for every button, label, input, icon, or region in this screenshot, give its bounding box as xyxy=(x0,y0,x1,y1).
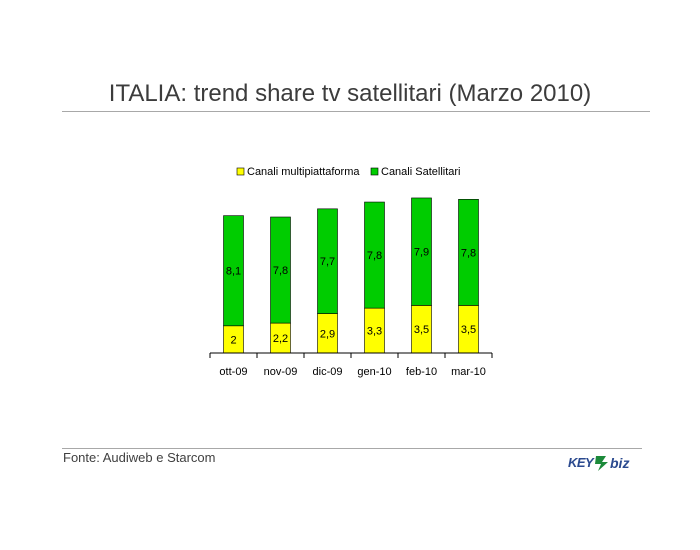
x-axis: ott-09 nov-09 dic-09 gen-10 feb-10 mar-10 xyxy=(209,352,493,378)
x-tick-label: ott-09 xyxy=(219,366,247,378)
x-tick-label: mar-10 xyxy=(451,366,486,378)
bar-1-5 xyxy=(458,199,479,306)
bar-label-1-0: 8,1 xyxy=(226,266,241,278)
key4biz-logo: KEY biz xyxy=(566,452,642,474)
svg-text:biz: biz xyxy=(610,455,629,471)
bar-label-1-1: 7,8 xyxy=(273,265,288,277)
legend-label-1: Canali Satellitari xyxy=(381,166,460,178)
x-tick-label: gen-10 xyxy=(357,366,391,378)
chart-legend: Canali multipiattaforma Canali Satellitar… xyxy=(236,166,460,178)
svg-text:KEY: KEY xyxy=(568,455,595,470)
x-tick-label: nov-09 xyxy=(264,366,298,378)
bar-label-0-3: 3,3 xyxy=(367,326,382,338)
legend-label-0: Canali multipiattaforma xyxy=(247,166,360,178)
bar-label-1-2: 7,7 xyxy=(320,256,335,268)
bar-label-1-5: 7,8 xyxy=(461,247,476,259)
bar-label-0-0: 2 xyxy=(230,334,236,346)
bar-label-1-3: 7,8 xyxy=(367,250,382,262)
source-note: Fonte: Audiweb e Starcom xyxy=(63,450,216,465)
footer-divider xyxy=(62,448,642,449)
chart-bars: 2 8,1 2,2 7,8 2,9 7,7 3,3 7,8 3,5 7,9 3,5 7,8 xyxy=(223,197,479,354)
bar-1-0 xyxy=(223,215,244,327)
page-title: ITALIA: trend share tv satellitari (Marz… xyxy=(108,80,592,107)
bar-label-0-2: 2,9 xyxy=(320,328,335,340)
legend-swatch-1 xyxy=(370,167,379,176)
title-divider xyxy=(62,111,650,112)
x-tick-label: feb-10 xyxy=(406,366,437,378)
bar-label-1-4: 7,9 xyxy=(414,247,429,259)
bar-label-0-1: 2,2 xyxy=(273,333,288,345)
bar-1-2 xyxy=(317,208,338,314)
bar-label-0-4: 3,5 xyxy=(414,324,429,336)
legend-swatch-0 xyxy=(236,167,245,176)
bar-1-1 xyxy=(270,216,291,324)
bar-label-0-5: 3,5 xyxy=(461,324,476,336)
bar-1-3 xyxy=(364,201,385,309)
x-tick-label: dic-09 xyxy=(313,366,343,378)
bar-1-4 xyxy=(411,197,432,306)
